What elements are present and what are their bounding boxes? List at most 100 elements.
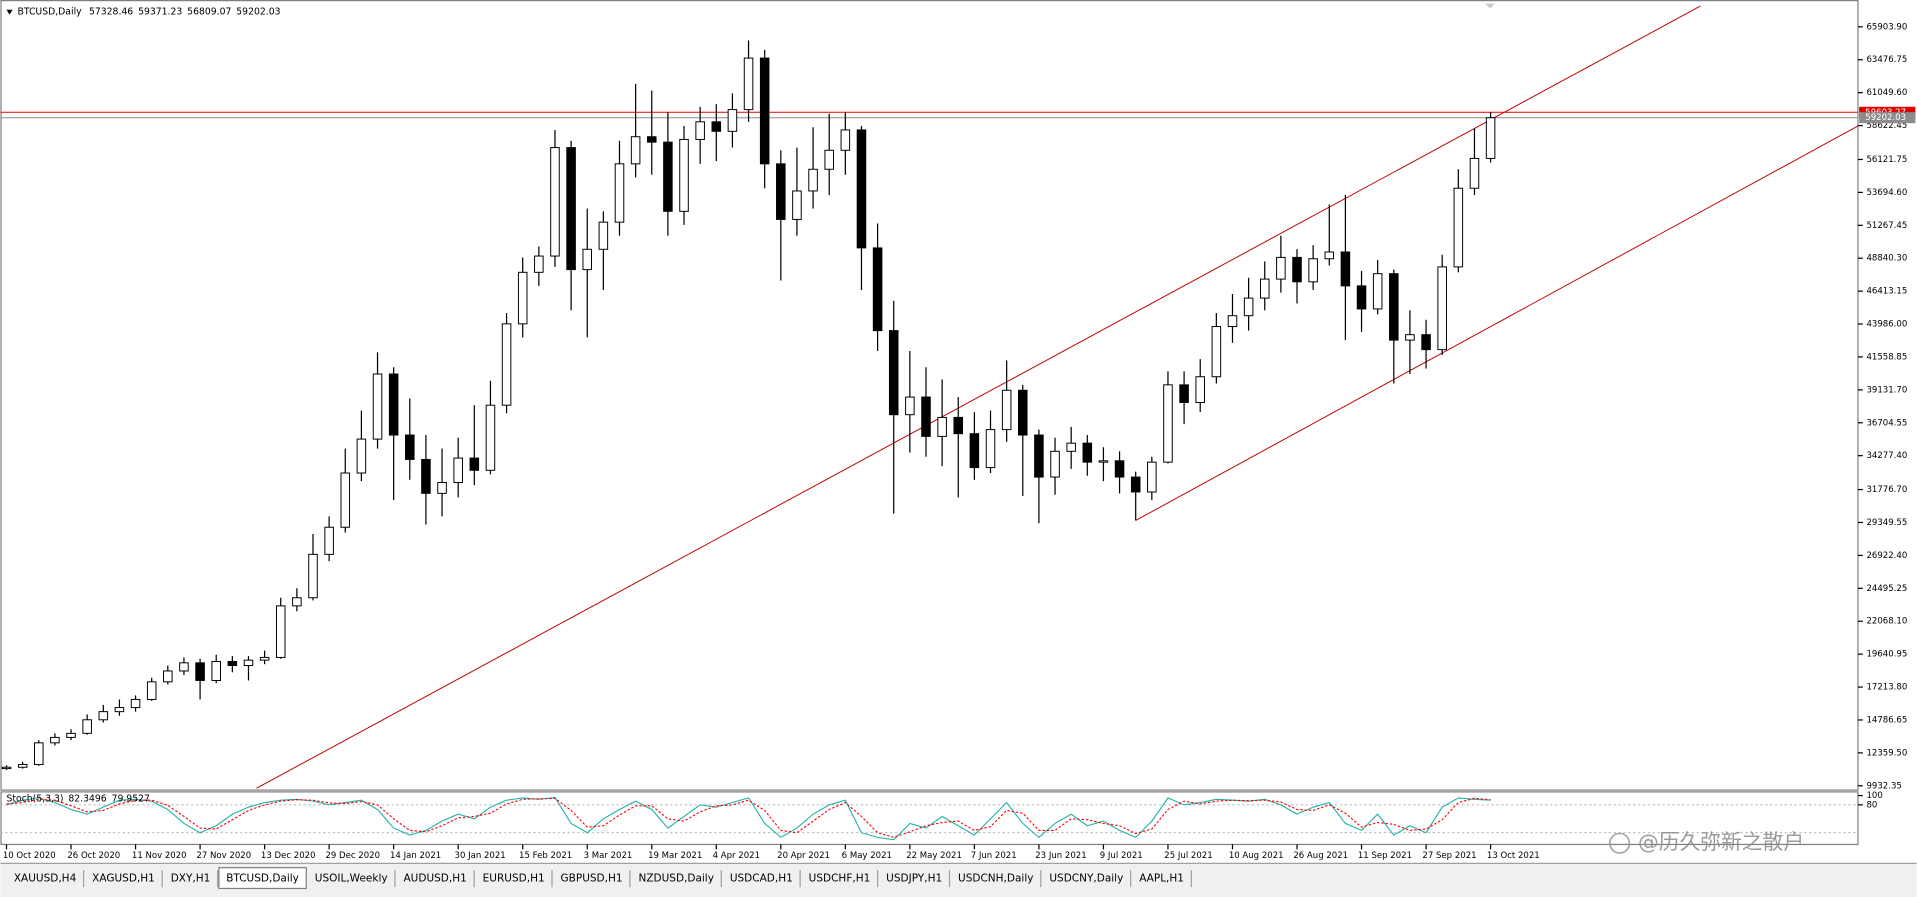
candle-body — [1066, 442, 1076, 452]
candle-body — [211, 660, 221, 681]
tab-label[interactable]: USDCAD,H1 — [730, 873, 793, 885]
candle-body — [372, 373, 383, 440]
x-tick-label: 26 Oct 2020 — [67, 851, 120, 861]
tab[interactable] — [218, 867, 307, 890]
tab-label[interactable]: BTCUSD,Daily — [226, 873, 299, 885]
tab[interactable] — [163, 868, 218, 888]
candle-body — [1179, 384, 1189, 403]
x-tick-label: 11 Sep 2021 — [1358, 851, 1412, 861]
y-tick-label: 9932.35 — [1866, 781, 1901, 791]
candle-body — [1340, 251, 1351, 287]
candle-body — [356, 438, 367, 474]
x-tick-label: 7 Jun 2021 — [971, 851, 1017, 861]
candle-body — [227, 660, 238, 667]
candle-body — [1243, 297, 1254, 317]
candle-body — [324, 526, 334, 555]
y-tick-label: 56121.75 — [1866, 155, 1907, 165]
candle-body — [1034, 434, 1044, 478]
tab[interactable] — [396, 868, 475, 888]
candle-body — [1130, 476, 1141, 493]
y-tick-label: 58622.45 — [1866, 121, 1907, 131]
tab[interactable] — [1131, 868, 1192, 888]
tab-label[interactable]: XAGUSD,H1 — [92, 873, 155, 885]
tab-label[interactable]: EURUSD,H1 — [483, 873, 545, 885]
y-tick-label: 39131.70 — [1866, 385, 1907, 395]
y-tick-label: 26922.40 — [1866, 551, 1907, 561]
candle-body — [195, 662, 205, 681]
candle-body — [1147, 461, 1157, 493]
candle-body — [1001, 389, 1012, 431]
candle-body — [179, 662, 189, 672]
ohlc-value: 57328.46 — [89, 7, 133, 18]
tab-label[interactable]: XAUUSD,H4 — [14, 873, 77, 885]
candle-body — [630, 136, 641, 165]
candle-body — [114, 707, 125, 713]
candle-body — [66, 732, 76, 738]
menu-arrow[interactable] — [6, 9, 13, 15]
x-tick-label: 3 Mar 2021 — [584, 851, 633, 861]
tab-label[interactable]: USDCNY,Daily — [1049, 873, 1123, 885]
tab-label[interactable]: USDJPY,H1 — [886, 873, 942, 885]
x-tick-label: 29 Dec 2020 — [325, 851, 380, 861]
candle-body — [711, 121, 722, 132]
x-tick-label: 23 Jun 2021 — [1035, 851, 1086, 861]
ohlc-value: 59202.03 — [236, 7, 280, 18]
tab-label[interactable]: USDCHF,H1 — [809, 873, 871, 885]
tab[interactable] — [475, 868, 552, 888]
oscillator-frame — [0, 791, 1859, 846]
tab-label[interactable]: AAPL,H1 — [1139, 873, 1184, 885]
candle-body — [1324, 251, 1335, 260]
candle-body — [663, 141, 673, 212]
candle-body — [146, 681, 157, 700]
y-tick-label: 65903.90 — [1866, 22, 1907, 32]
tab[interactable] — [801, 868, 878, 888]
y-tick-label: 22068.10 — [1866, 617, 1907, 627]
candle-body — [953, 416, 964, 435]
candle-body — [776, 163, 786, 220]
candle-body — [421, 458, 431, 494]
candle-body — [501, 323, 512, 406]
tab[interactable] — [950, 868, 1041, 888]
candle-body — [308, 553, 318, 599]
tab[interactable] — [84, 868, 163, 888]
candle-body — [405, 434, 415, 460]
y-tick-label: 34277.40 — [1866, 451, 1907, 461]
candle-body — [1018, 389, 1028, 436]
plot-frame — [0, 0, 1859, 791]
candle-body — [1259, 278, 1270, 299]
trend-line — [256, 5, 1701, 789]
tab-label[interactable]: DXY,H1 — [171, 873, 211, 885]
candle-body — [1485, 117, 1496, 159]
y-tick-label: 41558.85 — [1866, 352, 1907, 362]
tab-label[interactable]: NZDUSD,Daily — [638, 873, 713, 885]
candle-body — [82, 719, 92, 734]
tab[interactable] — [722, 868, 801, 888]
x-tick-label: 27 Nov 2020 — [196, 851, 251, 861]
tab-label[interactable]: GBPUSD,H1 — [561, 873, 623, 885]
tab-label[interactable]: AUDUSD,H1 — [403, 873, 466, 885]
tab[interactable] — [307, 868, 395, 888]
indicator-value: 79.9527 — [112, 794, 150, 805]
tab[interactable] — [878, 868, 950, 888]
tab-label[interactable]: USDCNH,Daily — [958, 873, 1033, 885]
candle-body — [1098, 460, 1109, 463]
candle-body — [937, 416, 947, 437]
tab[interactable] — [631, 868, 722, 888]
y-tick-label: 36704.55 — [1866, 418, 1907, 428]
main-plot — [0, 5, 1858, 789]
candle-body — [727, 109, 738, 132]
candle-body — [1163, 384, 1173, 463]
x-tick-label: 27 Sep 2021 — [1422, 851, 1476, 861]
candle-body — [388, 373, 399, 436]
tab-label[interactable]: USOIL,Weekly — [315, 873, 388, 885]
tab[interactable] — [553, 868, 630, 888]
x-tick-label: 14 Jan 2021 — [390, 851, 441, 861]
x-tick-label: 30 Jan 2021 — [455, 851, 506, 861]
tab[interactable] — [6, 868, 84, 888]
candle-body — [743, 57, 754, 111]
tab[interactable] — [1042, 868, 1131, 888]
candle-body — [598, 221, 609, 250]
candle-body — [792, 190, 802, 220]
candle-body — [679, 138, 689, 212]
